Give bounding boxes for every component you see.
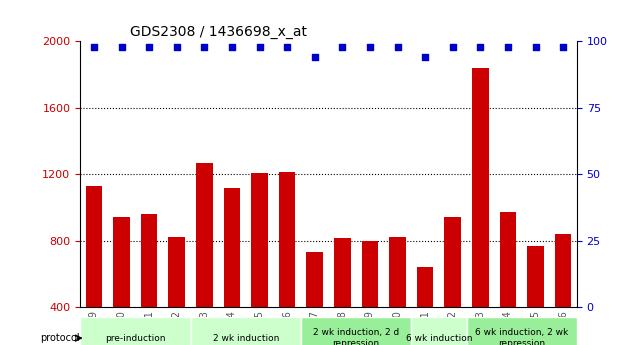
Text: 6 wk induction, 2 wk
repression: 6 wk induction, 2 wk repression xyxy=(475,328,569,345)
Point xyxy=(89,44,99,49)
Bar xyxy=(86,186,102,345)
Text: 2 wk induction, 2 d
repression: 2 wk induction, 2 d repression xyxy=(313,328,399,345)
Bar xyxy=(472,68,488,345)
Bar xyxy=(334,238,351,345)
Bar xyxy=(444,217,461,345)
Bar xyxy=(251,172,268,345)
Bar xyxy=(224,188,240,345)
FancyBboxPatch shape xyxy=(80,317,190,345)
Point xyxy=(144,44,154,49)
Text: GDS2308 / 1436698_x_at: GDS2308 / 1436698_x_at xyxy=(129,25,307,39)
Bar xyxy=(196,162,213,345)
Point xyxy=(227,44,237,49)
Bar xyxy=(113,217,129,345)
Text: 6 wk induction: 6 wk induction xyxy=(406,334,472,343)
Point xyxy=(172,44,182,49)
Bar xyxy=(306,252,323,345)
Point xyxy=(558,44,568,49)
Text: 2 wk induction: 2 wk induction xyxy=(213,334,279,343)
Point xyxy=(475,44,485,49)
Bar xyxy=(389,237,406,345)
Point xyxy=(199,44,210,49)
FancyBboxPatch shape xyxy=(412,317,467,345)
FancyBboxPatch shape xyxy=(190,317,301,345)
Point xyxy=(420,55,430,60)
Point xyxy=(392,44,403,49)
Point xyxy=(337,44,347,49)
Bar xyxy=(417,267,433,345)
Bar xyxy=(279,172,296,345)
Bar xyxy=(141,214,158,345)
Bar xyxy=(169,237,185,345)
Bar xyxy=(362,241,378,345)
Point xyxy=(117,44,127,49)
Text: protocol: protocol xyxy=(40,333,80,343)
Bar xyxy=(555,234,571,345)
Point xyxy=(503,44,513,49)
Point xyxy=(365,44,375,49)
Point xyxy=(530,44,540,49)
Point xyxy=(310,55,320,60)
FancyBboxPatch shape xyxy=(301,317,412,345)
Point xyxy=(254,44,265,49)
FancyBboxPatch shape xyxy=(467,317,577,345)
Bar xyxy=(527,246,544,345)
Point xyxy=(282,44,292,49)
Point xyxy=(447,44,458,49)
Text: pre-induction: pre-induction xyxy=(105,334,165,343)
Bar xyxy=(499,213,516,345)
